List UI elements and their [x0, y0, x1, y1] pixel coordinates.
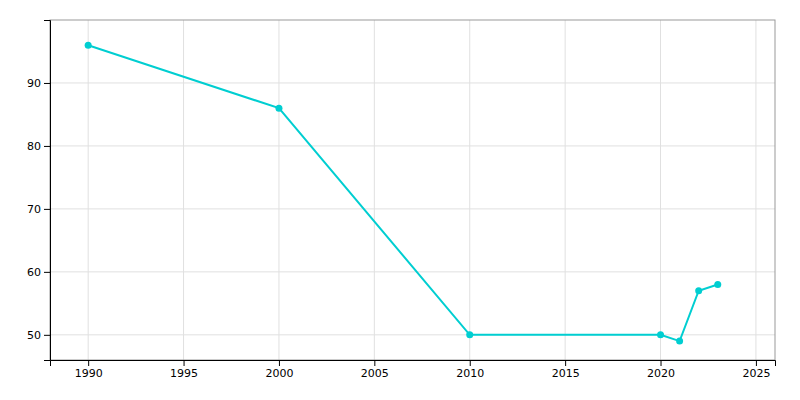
- tick: 2015: [552, 360, 580, 380]
- tick: 80: [27, 140, 50, 153]
- tick: 2025: [742, 360, 770, 380]
- grid-line: [660, 20, 661, 360]
- point: [695, 287, 702, 294]
- grid-line: [50, 208, 775, 209]
- grid-line: [50, 82, 775, 83]
- y-axis: 50 60 70 80 90: [27, 21, 51, 361]
- tick: 2005: [361, 360, 389, 380]
- grid-line: [50, 271, 775, 272]
- tick-label: 2010: [456, 367, 484, 380]
- tick-mark: [44, 146, 50, 147]
- tick-mark: [44, 272, 50, 273]
- tick-mark: [565, 360, 566, 366]
- point: [85, 42, 92, 49]
- tick-label: 2020: [647, 367, 675, 380]
- plot-area: 1990 1995 2000 2005 2010 2015 2020 2025 50 60 70 80…: [27, 20, 776, 380]
- point: [275, 105, 282, 112]
- tick-label: 1995: [170, 367, 198, 380]
- tick-label: 90: [27, 77, 41, 90]
- tick-mark: [44, 209, 50, 210]
- tick-mark: [661, 360, 662, 366]
- tick-mark: [44, 83, 50, 84]
- grid-line: [755, 20, 756, 360]
- line: [88, 45, 718, 341]
- tick: 50: [27, 329, 50, 342]
- grid-line: [50, 145, 775, 146]
- tick: 70: [27, 203, 50, 216]
- tick-mark: [88, 360, 89, 366]
- grid-line: [183, 20, 184, 360]
- tick-mark: [44, 335, 50, 336]
- tick-label: 70: [27, 203, 41, 216]
- tick: 1990: [75, 360, 103, 380]
- tick-mark: [756, 360, 757, 366]
- series: [85, 42, 722, 345]
- tick-label: 2000: [265, 367, 293, 380]
- point: [714, 281, 721, 288]
- grid-line: [278, 20, 279, 360]
- tick: 2000: [265, 360, 293, 380]
- grid-line: [469, 20, 470, 360]
- tick-mark: [470, 360, 471, 366]
- tick: 90: [27, 77, 50, 90]
- x-axis: 1990 1995 2000 2005 2010 2015 2020 2025: [51, 360, 776, 380]
- grid: [50, 20, 775, 360]
- tick: 1995: [170, 360, 198, 380]
- tick-mark: [279, 360, 280, 366]
- axis-line: [44, 21, 51, 361]
- plot-frame: [50, 20, 775, 360]
- tick-label: 80: [27, 140, 41, 153]
- tick-label: 2015: [552, 367, 580, 380]
- grid-line: [374, 20, 375, 360]
- tick-label: 60: [27, 266, 41, 279]
- tick: 2010: [456, 360, 484, 380]
- axis-line: [51, 361, 776, 367]
- chart: 1990 1995 2000 2005 2010 2015 2020 2025 50 60 70 80…: [0, 0, 800, 400]
- tick: 2020: [647, 360, 675, 380]
- tick-label: 2005: [361, 367, 389, 380]
- tick-label: 1990: [75, 367, 103, 380]
- tick-mark: [374, 360, 375, 366]
- tick: 60: [27, 266, 50, 279]
- grid-line: [88, 20, 89, 360]
- point: [657, 331, 664, 338]
- tick-label: 50: [27, 329, 41, 342]
- tick-mark: [184, 360, 185, 366]
- tick-label: 2025: [742, 367, 770, 380]
- point: [466, 331, 473, 338]
- grid-line: [50, 334, 775, 335]
- point: [676, 338, 683, 345]
- grid-line: [565, 20, 566, 360]
